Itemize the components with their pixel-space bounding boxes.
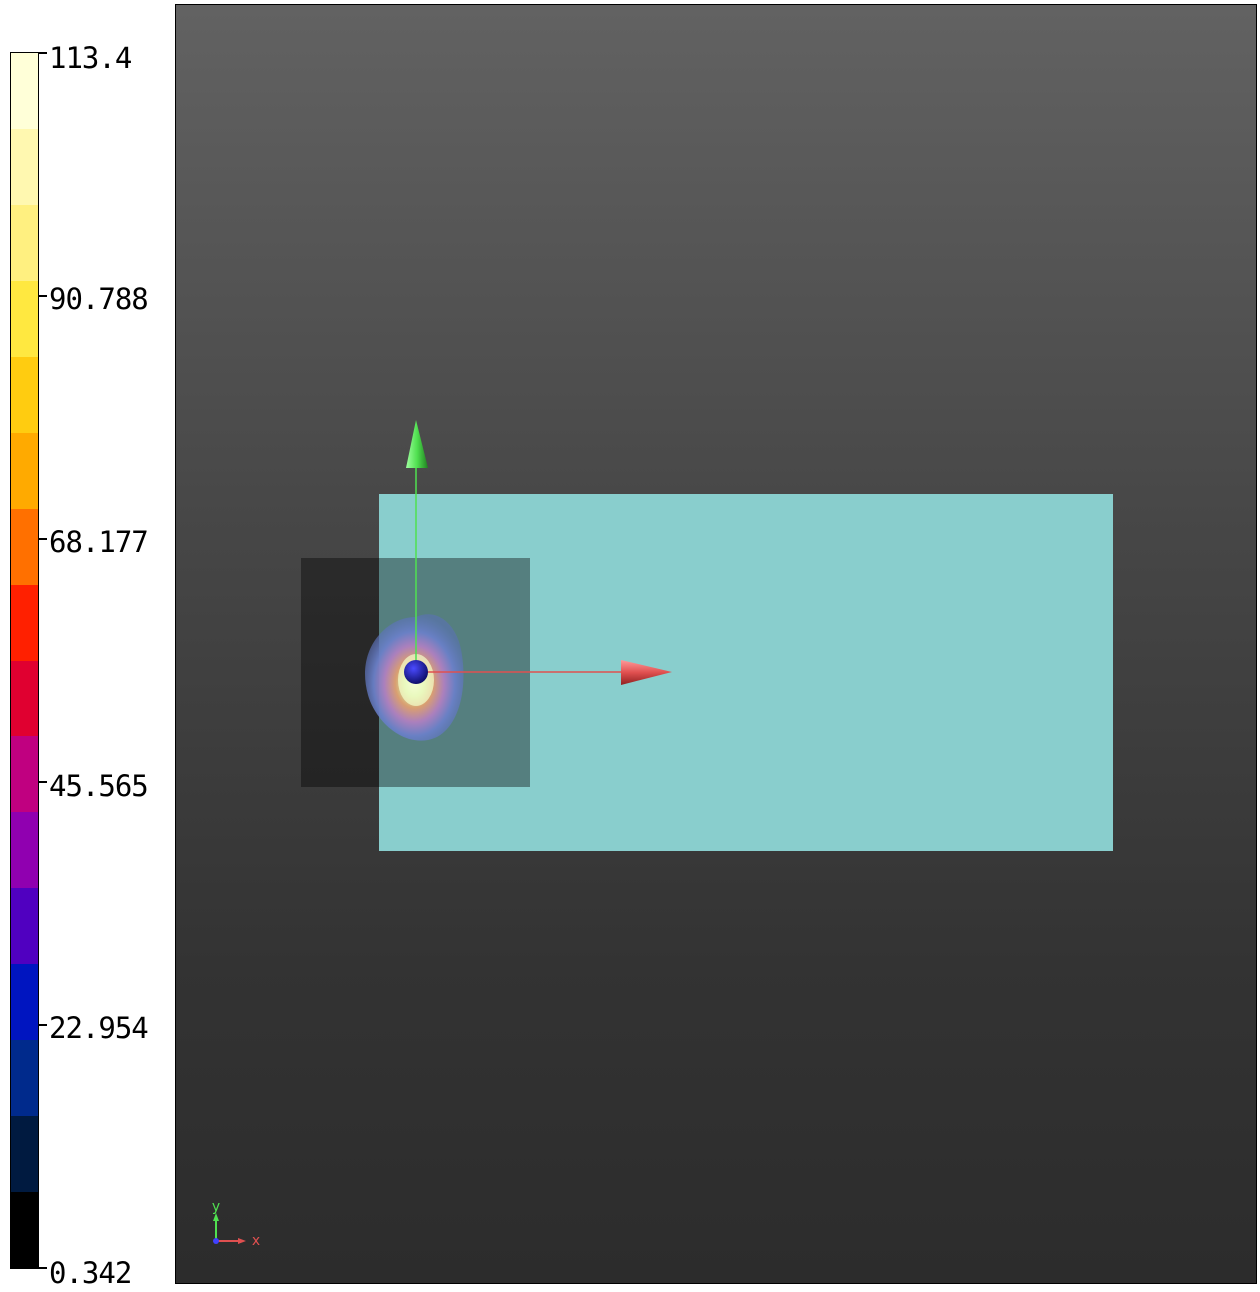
- triad-y-label: y: [212, 1199, 220, 1215]
- colorbar-swatch: [11, 1040, 38, 1117]
- colorbar-swatch: [11, 432, 38, 509]
- colorbar-swatch: [11, 736, 38, 813]
- colorbar-swatch: [11, 1116, 38, 1193]
- colorbar-tick-mark: [39, 781, 47, 783]
- colorbar-tick-mark: [39, 1267, 47, 1269]
- colorbar-tick-mark: [39, 295, 47, 297]
- colorbar-swatch: [11, 812, 38, 889]
- colorbar-tick-label: 113.4: [49, 41, 132, 75]
- x-axis-arrowhead-icon[interactable]: [621, 660, 672, 685]
- colorbar: [10, 52, 39, 1269]
- colorbar-swatch: [11, 53, 38, 129]
- colorbar-swatch: [11, 964, 38, 1041]
- origin-sphere-icon[interactable]: [404, 660, 428, 684]
- triad-y-arrow-icon: [213, 1213, 219, 1221]
- colorbar-swatch: [11, 888, 38, 965]
- colorbar-swatch: [11, 356, 38, 433]
- colorbar-swatch: [11, 508, 38, 585]
- colorbar-tick-label: 22.954: [49, 1011, 149, 1045]
- colorbar-swatch: [11, 584, 38, 661]
- colorbar-swatch: [11, 128, 38, 205]
- triad-x-arrow-icon: [238, 1238, 246, 1244]
- colorbar-swatch: [11, 1192, 38, 1268]
- colorbar-swatch: [11, 660, 38, 737]
- colorbar-tick-label: 68.177: [49, 525, 149, 559]
- colorbar-tick-label: 45.565: [49, 769, 149, 803]
- y-axis-arrowhead-icon[interactable]: [406, 420, 428, 468]
- colorbar-swatch: [11, 280, 38, 357]
- colorbar-tick-label: 0.342: [49, 1256, 132, 1290]
- scene-canvas[interactable]: y x: [176, 5, 1257, 1284]
- triad-x-label: x: [252, 1233, 260, 1249]
- colorbar-tick-mark: [39, 52, 47, 54]
- orientation-triad: y x: [212, 1199, 260, 1249]
- colorbar-tick-mark: [39, 1024, 47, 1026]
- triad-origin-icon: [213, 1238, 219, 1244]
- colorbar-tick-label: 90.788: [49, 282, 149, 316]
- render-viewport[interactable]: y x: [175, 4, 1257, 1284]
- colorbar-swatch: [11, 204, 38, 281]
- colorbar-panel: 113.4 90.788 68.177 45.565 22.954 0.342: [0, 0, 175, 1292]
- colorbar-tick-mark: [39, 538, 47, 540]
